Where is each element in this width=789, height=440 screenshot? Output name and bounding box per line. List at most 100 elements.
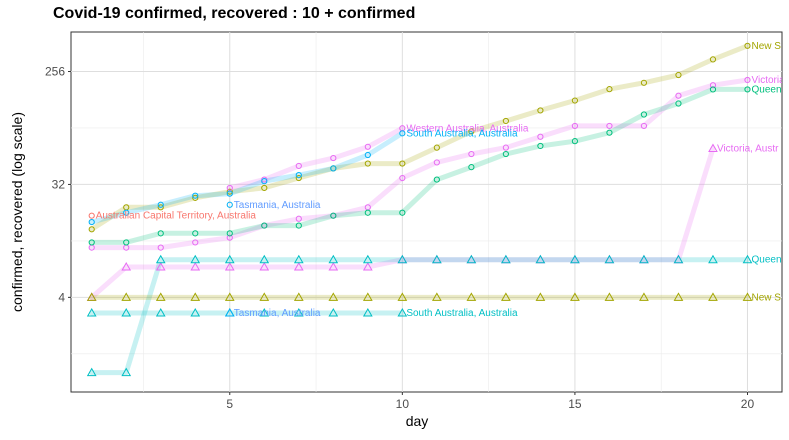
series-line	[89, 146, 716, 300]
data-point-circle	[226, 234, 233, 241]
data-point-triangle	[639, 254, 649, 264]
point-label: Victoria, Austr	[717, 144, 779, 155]
point-label: Queen	[751, 84, 781, 95]
data-point-circle	[433, 159, 440, 166]
data-point-circle	[157, 230, 164, 237]
data-point-circle	[295, 172, 302, 179]
point-label: New S	[751, 41, 781, 52]
data-point-circle	[744, 86, 751, 93]
series-line	[89, 86, 750, 245]
data-point-triangle	[224, 307, 235, 317]
data-point-triangle	[501, 292, 511, 301]
data-point-circle	[295, 162, 302, 170]
data-point-circle	[364, 209, 371, 216]
data-point-triangle	[397, 292, 408, 301]
data-point-circle	[88, 212, 95, 219]
data-point-circle	[640, 79, 648, 86]
series-points	[86, 42, 753, 377]
data-point-circle	[88, 218, 95, 226]
data-point-triangle	[604, 292, 615, 301]
data-point-circle	[537, 107, 544, 114]
data-point-circle	[675, 92, 682, 99]
series-line	[89, 130, 405, 225]
data-point-triangle	[535, 292, 546, 301]
data-point-circle	[606, 129, 613, 136]
data-point-triangle	[708, 254, 718, 264]
x-tick-label: 20	[741, 397, 755, 411]
data-point-triangle	[155, 307, 166, 317]
data-point-circle	[226, 184, 233, 192]
y-tick-label: 256	[45, 65, 65, 79]
data-point-circle	[88, 226, 95, 233]
data-point-triangle	[224, 254, 235, 264]
data-point-triangle	[190, 292, 201, 301]
point-label: Queen	[751, 255, 781, 266]
data-point-circle	[468, 128, 475, 135]
series-line	[89, 77, 750, 251]
data-point-circle	[295, 215, 302, 222]
point-label: Australian Capital Territory, Australia	[96, 211, 257, 222]
data-point-circle	[226, 201, 233, 208]
data-point-circle	[675, 100, 682, 107]
data-point-triangle	[155, 292, 166, 301]
data-point-circle	[502, 144, 509, 151]
data-point-triangle	[86, 367, 97, 377]
data-point-triangle	[466, 254, 477, 264]
data-point-circle	[433, 176, 440, 183]
data-point-triangle	[673, 292, 684, 301]
x-axis-label: day	[406, 413, 429, 429]
data-point-circle	[744, 42, 751, 49]
data-point-circle	[157, 204, 164, 211]
data-point-triangle	[328, 292, 339, 301]
point-label: Victoria, Austr	[751, 75, 789, 86]
data-point-triangle	[328, 254, 339, 264]
data-point-triangle	[328, 261, 339, 271]
data-point-triangle	[121, 307, 132, 317]
data-point-triangle	[293, 307, 304, 317]
data-point-circle	[157, 244, 164, 251]
point-label: Tasmania, Australia	[234, 308, 321, 319]
chart-title: Covid-19 confirmed, recovered : 10 + con…	[53, 5, 416, 22]
data-point-circle	[364, 160, 371, 167]
point-label: South Australia, Australia	[406, 128, 518, 139]
x-tick-label: 15	[568, 397, 582, 411]
data-point-circle	[709, 56, 717, 63]
data-point-triangle	[708, 143, 718, 153]
data-point-triangle	[742, 292, 753, 301]
data-point-triangle	[673, 254, 684, 264]
point-label: South Australia, Australia	[406, 308, 518, 319]
data-point-circle	[675, 71, 682, 79]
data-point-circle	[330, 154, 337, 162]
data-point-triangle	[190, 254, 201, 264]
data-point-circle	[709, 86, 717, 93]
data-point-circle	[433, 144, 440, 151]
data-point-triangle	[501, 254, 511, 264]
point-label: Tasmania, Australia	[234, 200, 321, 211]
data-point-triangle	[362, 254, 373, 264]
series-line	[227, 125, 405, 191]
data-point-circle	[192, 230, 199, 237]
data-point-circle	[606, 86, 613, 93]
data-point-circle	[744, 76, 751, 84]
data-point-triangle	[259, 292, 270, 301]
data-point-triangle	[708, 292, 718, 301]
data-point-triangle	[259, 307, 270, 317]
data-point-circle	[399, 174, 406, 182]
data-point-circle	[261, 222, 268, 229]
data-point-circle	[261, 178, 268, 185]
data-point-triangle	[155, 261, 166, 271]
data-point-triangle	[570, 254, 580, 264]
data-point-circle	[226, 230, 233, 237]
data-point-triangle	[121, 261, 132, 271]
data-point-triangle	[570, 292, 580, 301]
data-point-circle	[640, 111, 648, 118]
data-point-circle	[640, 122, 648, 130]
data-point-triangle	[362, 292, 373, 301]
data-point-circle	[399, 209, 406, 216]
data-point-circle	[123, 239, 130, 246]
data-point-triangle	[190, 307, 201, 317]
data-point-triangle	[639, 292, 649, 301]
